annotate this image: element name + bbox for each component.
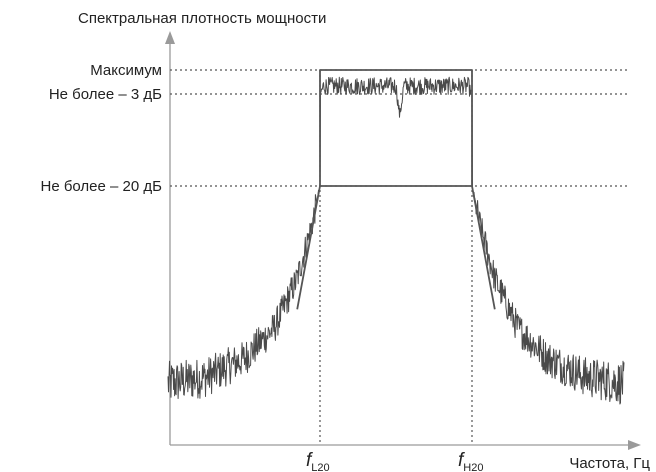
marker-label-h20: fH20 [458,450,483,472]
spectral-mask-0 [319,69,473,186]
marker-label-l20: fL20 [306,450,330,472]
measured-spectrum-trace [167,76,625,405]
x-axis-arrow [628,440,641,450]
frequency-markers: fL20 fH20 [306,450,483,472]
level-label-2: Не более – 20 дБ [40,178,162,195]
level-label-0: Максимум [90,62,162,79]
chart-title: Спектральная плотность мощности [78,10,326,27]
level-label-1: Не более – 3 дБ [49,86,162,103]
guide-lines [170,69,630,445]
spectrum-traces [167,69,625,405]
level-labels: Максимум Не более – 3 дБ Не более – 20 дБ [40,62,162,195]
y-axis-arrow [165,31,175,44]
spectral-mask-1 [296,185,496,310]
x-axis-label: Частота, Гц [569,455,650,472]
